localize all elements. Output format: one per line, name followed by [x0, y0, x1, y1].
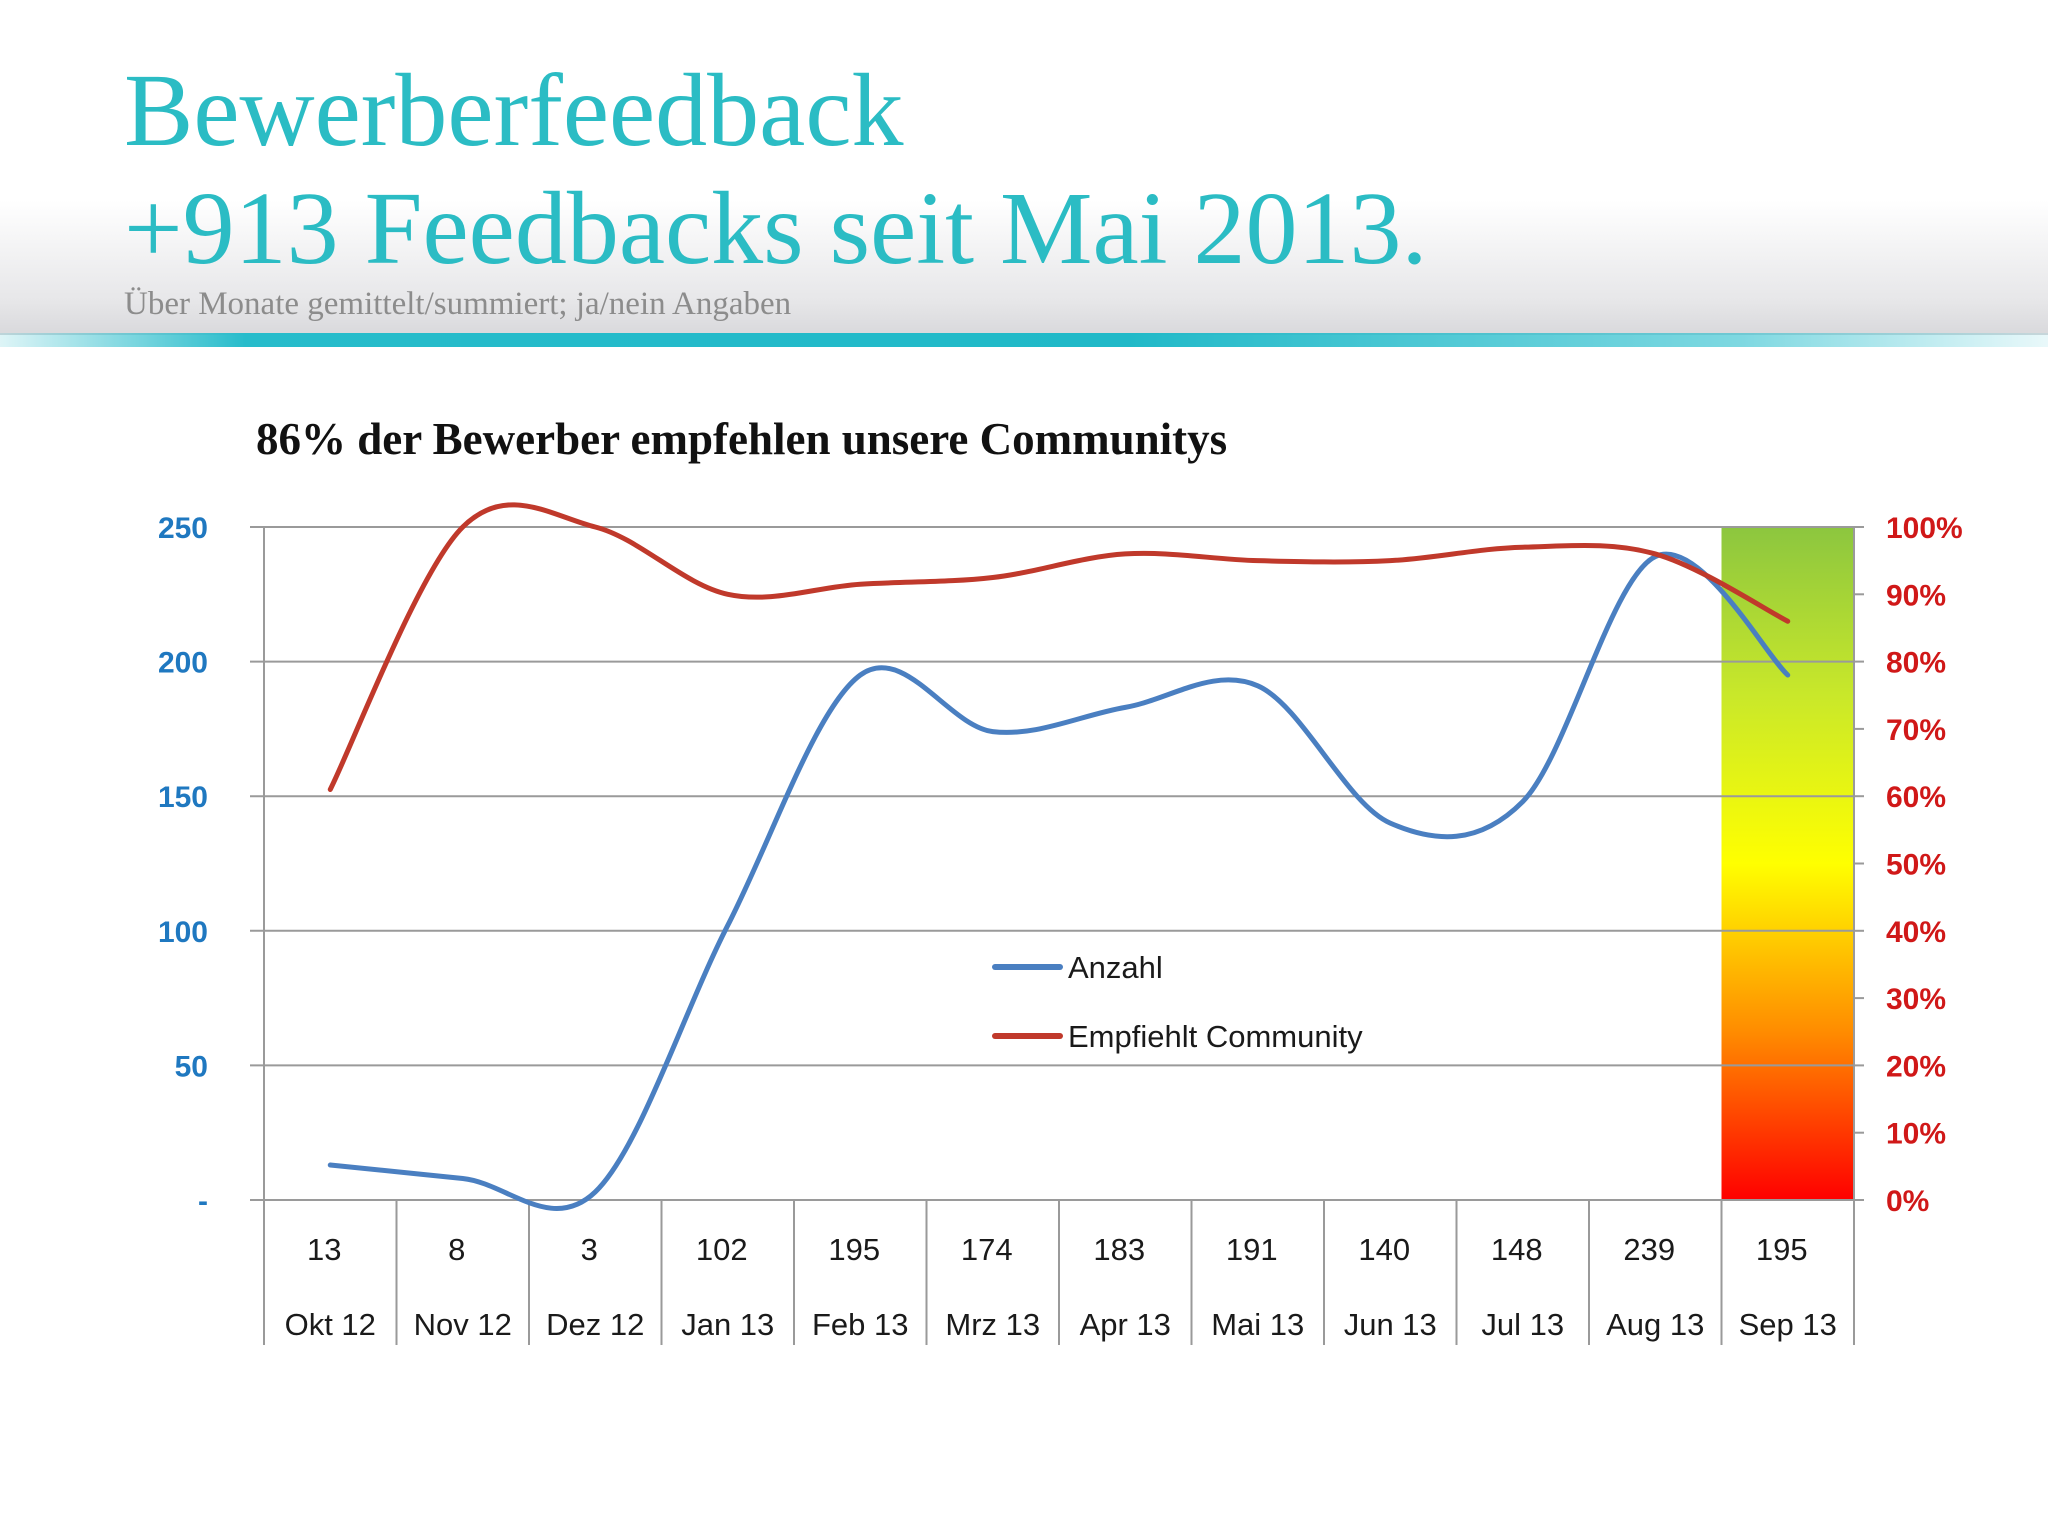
y-right-tick-label: 100% — [1886, 512, 1963, 545]
series-line-empfiehlt-community — [327, 502, 1791, 792]
y-right-tick-label: 40% — [1886, 916, 1946, 949]
y-right-tick-label: 90% — [1886, 579, 1946, 612]
table-value-cell: 191 — [1226, 1232, 1278, 1267]
x-category-label: Sep 13 — [1739, 1307, 1837, 1342]
table-value-cell: 174 — [961, 1232, 1013, 1267]
table-value-cell: 239 — [1623, 1232, 1675, 1267]
y-left-tick-label: 50 — [175, 1050, 208, 1083]
x-category-label: Nov 12 — [414, 1307, 512, 1342]
y-left-tick-label: - — [198, 1185, 208, 1218]
y-left-tick-label: 200 — [158, 647, 208, 680]
y-right-tick-label: 50% — [1886, 849, 1946, 882]
x-category-label: Jun 13 — [1344, 1307, 1437, 1342]
table-value-cell: 195 — [828, 1232, 880, 1267]
y-right-tick-label: 70% — [1886, 714, 1946, 747]
page-title: Bewerberfeedback +913 Feedbacks seit Mai… — [124, 52, 1428, 288]
x-category-label: Jan 13 — [681, 1307, 774, 1342]
y-right-tick-label: 20% — [1886, 1050, 1946, 1083]
table-value-cell: 8 — [448, 1232, 465, 1267]
y-right-tick-label: 10% — [1886, 1118, 1946, 1151]
y-right-tick-label: 30% — [1886, 983, 1946, 1016]
table-value-cell: 183 — [1093, 1232, 1145, 1267]
table-value-cell: 195 — [1756, 1232, 1808, 1267]
x-category-label: Mrz 13 — [945, 1307, 1040, 1342]
legend-label: Empfiehlt Community — [1068, 1019, 1363, 1054]
table-value-cell: 3 — [581, 1232, 598, 1267]
y-right-tick-label: 0% — [1886, 1185, 1929, 1218]
legend-label: Anzahl — [1068, 950, 1163, 985]
x-category-label: Apr 13 — [1080, 1307, 1171, 1342]
page-subtitle: Über Monate gemittelt/summiert; ja/nein … — [124, 286, 792, 322]
x-category-label: Aug 13 — [1606, 1307, 1704, 1342]
header-accent-line — [0, 333, 2048, 347]
y-left-tick-label: 100 — [158, 916, 208, 949]
x-category-label: Okt 12 — [285, 1307, 376, 1342]
series-line-anzahl — [327, 551, 1791, 1211]
y-right-tick-label: 80% — [1886, 647, 1946, 680]
table-value-cell: 13 — [307, 1232, 341, 1267]
header-band — [0, 0, 2048, 335]
x-category-label: Dez 12 — [546, 1307, 644, 1342]
y-left-tick-label: 150 — [158, 781, 208, 814]
table-value-cell: 148 — [1491, 1232, 1543, 1267]
title-line-1: Bewerberfeedback — [124, 53, 904, 168]
x-category-label: Mai 13 — [1211, 1307, 1304, 1342]
title-line-2: +913 Feedbacks seit Mai 2013. — [124, 171, 1428, 286]
y-left-tick-label: 250 — [158, 512, 208, 545]
y-right-tick-label: 60% — [1886, 781, 1946, 814]
x-category-label: Feb 13 — [812, 1307, 909, 1342]
table-value-cell: 140 — [1358, 1232, 1410, 1267]
table-value-cell: 102 — [696, 1232, 748, 1267]
x-category-label: Jul 13 — [1481, 1307, 1564, 1342]
gradient-band-sep-13 — [1721, 527, 1854, 1200]
chart-title: 86% der Bewerber empfehlen unsere Commun… — [256, 414, 1228, 464]
